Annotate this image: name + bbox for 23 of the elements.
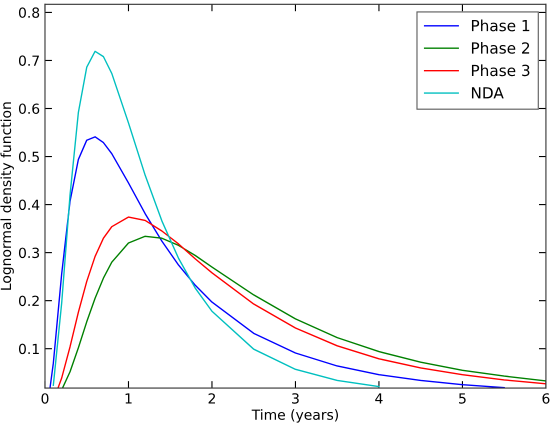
y-tick-label: 0.8 <box>18 7 40 18</box>
y-tick-label: 0.4 <box>18 200 40 210</box>
line-series <box>52 50 380 388</box>
x-tick-label: 3 <box>292 393 299 404</box>
y-axis-title: Lognormal density function <box>0 102 14 290</box>
y-tick-label: 0.5 <box>18 152 39 162</box>
legend-label: NDA <box>472 87 504 98</box>
legend-label: Phase 3 <box>472 64 530 76</box>
x-tick-label: 0 <box>41 393 48 404</box>
x-axis-title: Time (years) <box>252 409 338 423</box>
x-tick-label: 2 <box>208 393 215 404</box>
y-tick-label: 0.1 <box>18 344 39 354</box>
y-tick-label: 0.2 <box>18 296 39 306</box>
x-tick-label: 5 <box>459 393 466 404</box>
legend-label: Phase 1 <box>472 20 530 32</box>
line-series <box>49 136 505 388</box>
y-tick-label: 0.6 <box>18 103 40 114</box>
x-tick-label: 6 <box>542 393 550 404</box>
legend-label: Phase 2 <box>472 42 530 54</box>
x-tick-label: 1 <box>126 393 132 404</box>
x-tick-label: 4 <box>375 393 383 404</box>
y-tick-label: 0.3 <box>18 248 40 258</box>
y-tick-label: 0.7 <box>18 55 39 66</box>
